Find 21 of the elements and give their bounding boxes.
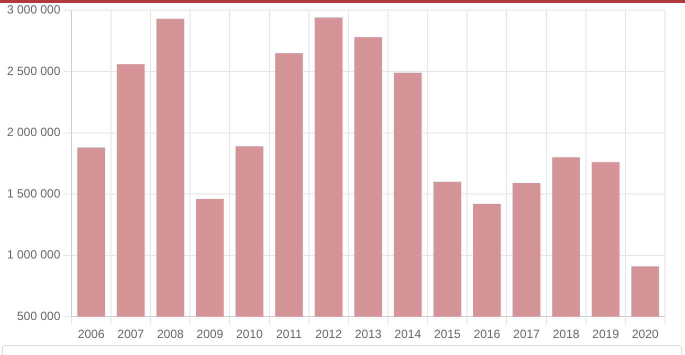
- x-tick-label: 2016: [474, 327, 501, 342]
- x-tick-label: 2012: [315, 327, 342, 342]
- y-tick-label: 1 500 000: [6, 186, 61, 200]
- x-tick-label: 2020: [632, 327, 659, 342]
- x-tick-label: 2007: [117, 327, 144, 342]
- y-tick-label: 2 500 000: [6, 64, 61, 78]
- y-tick-label: 500 000: [16, 308, 61, 323]
- x-tick-label: 2010: [236, 327, 264, 342]
- x-tick-label: 2017: [513, 327, 540, 342]
- x-tick-label: 2008: [156, 327, 184, 342]
- x-tick-label: 2009: [196, 327, 224, 342]
- x-tick-label: 2015: [434, 327, 462, 342]
- y-tick-label: 2 000 000: [6, 125, 61, 140]
- x-tick-label: 2018: [552, 327, 580, 342]
- x-tick-label: 2013: [354, 327, 382, 342]
- y-tick-label: 3 000 000: [6, 2, 61, 17]
- x-tick-label: 2006: [78, 327, 105, 342]
- y-tick-label: 1 000 000: [6, 248, 61, 262]
- x-tick-label: 2019: [592, 327, 620, 342]
- x-tick-label: 2011: [276, 327, 302, 342]
- x-tick-label: 2014: [394, 327, 422, 342]
